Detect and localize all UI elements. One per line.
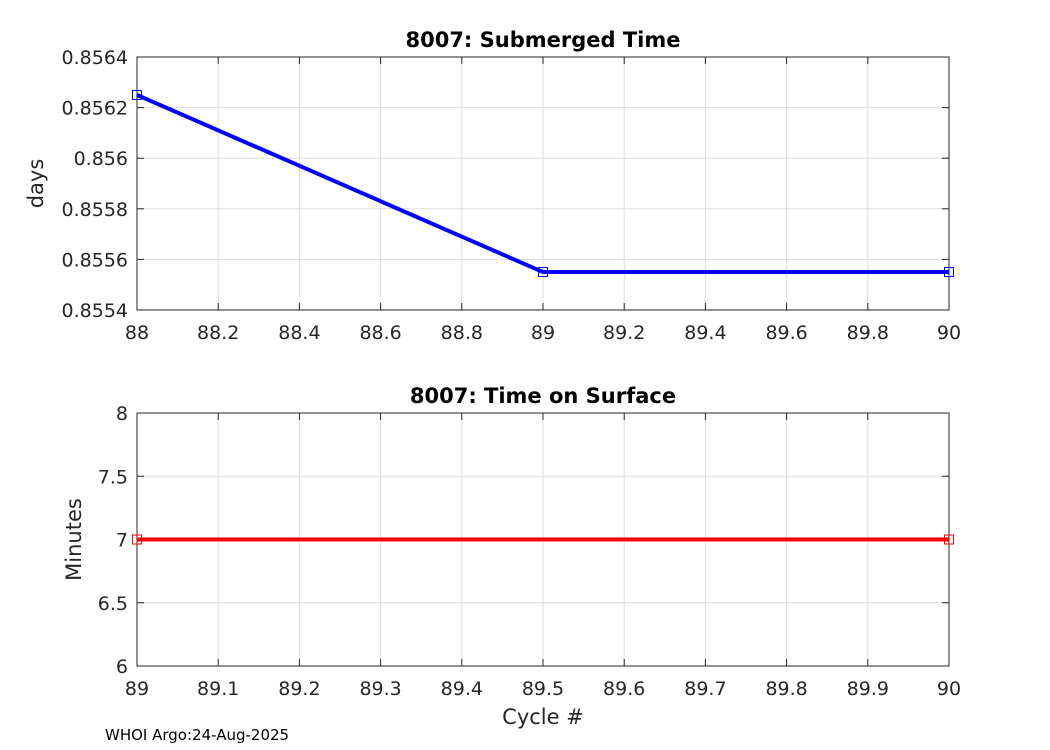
y-axis-label: days: [24, 159, 48, 209]
y-tick-label: 0.856: [74, 148, 128, 170]
x-tick-label: 90: [937, 678, 961, 700]
x-tick-label: 90: [937, 322, 961, 344]
y-tick-label: 7: [116, 530, 128, 552]
x-axis-label: Cycle #: [502, 705, 584, 729]
x-tick-label: 89.4: [684, 322, 726, 344]
y-tick-label: 6: [116, 656, 128, 678]
y-tick-label: 8: [116, 403, 128, 425]
data-point-marker: [132, 534, 142, 545]
y-axis-label: Minutes: [62, 498, 86, 581]
data-point-marker: [944, 267, 954, 278]
x-tick-label: 88.2: [197, 322, 239, 344]
x-tick-label: 89.5: [522, 678, 564, 700]
x-tick-label: 89.9: [847, 678, 889, 700]
x-tick-label: 89.8: [765, 678, 807, 700]
data-point-marker: [132, 89, 142, 100]
chart-title: 8007: Time on Surface: [410, 384, 676, 408]
data-point-marker: [538, 267, 548, 278]
chart-title: 8007: Submerged Time: [405, 28, 680, 52]
x-tick-label: 89.8: [847, 322, 889, 344]
x-tick-label: 89.2: [278, 678, 320, 700]
series-line: [136, 93, 949, 275]
y-tick-label: 0.8556: [62, 249, 128, 271]
y-tick-label: 0.8558: [62, 199, 128, 221]
x-tick-label: 88: [125, 322, 149, 344]
x-tick-label: 88.4: [278, 322, 320, 344]
x-tick-label: 89: [125, 678, 149, 700]
y-tick-label: 7.5: [98, 466, 128, 488]
x-tick-label: 89.6: [603, 678, 645, 700]
footer-credit: WHOI Argo:24-Aug-2025: [105, 726, 289, 744]
x-tick-label: 89.4: [441, 678, 483, 700]
x-tick-label: 88.8: [441, 322, 483, 344]
x-tick-label: 88.6: [359, 322, 401, 344]
y-tick-label: 0.8554: [62, 300, 128, 322]
x-tick-label: 89.6: [765, 322, 807, 344]
x-tick-label: 89.1: [197, 678, 239, 700]
x-tick-label: 89: [531, 322, 555, 344]
y-tick-label: 6.5: [98, 593, 128, 615]
data-point-marker: [944, 534, 954, 545]
surface-time-chart: 89 89.1 89.2 89.3 89.4 89.5 89.6 89.7 89.8 89.9 90…: [62, 384, 961, 729]
y-tick-label: 0.8562: [62, 98, 128, 120]
submerged-time-chart: 88 88.2 88.4 88.6 88.8 89 89.2 89.4 89.6 89.8 90 0.…: [24, 28, 961, 344]
x-tick-label: 89.2: [603, 322, 645, 344]
x-tick-label: 89.3: [359, 678, 401, 700]
y-tick-label: 0.8564: [62, 47, 128, 69]
x-tick-label: 89.7: [684, 678, 726, 700]
